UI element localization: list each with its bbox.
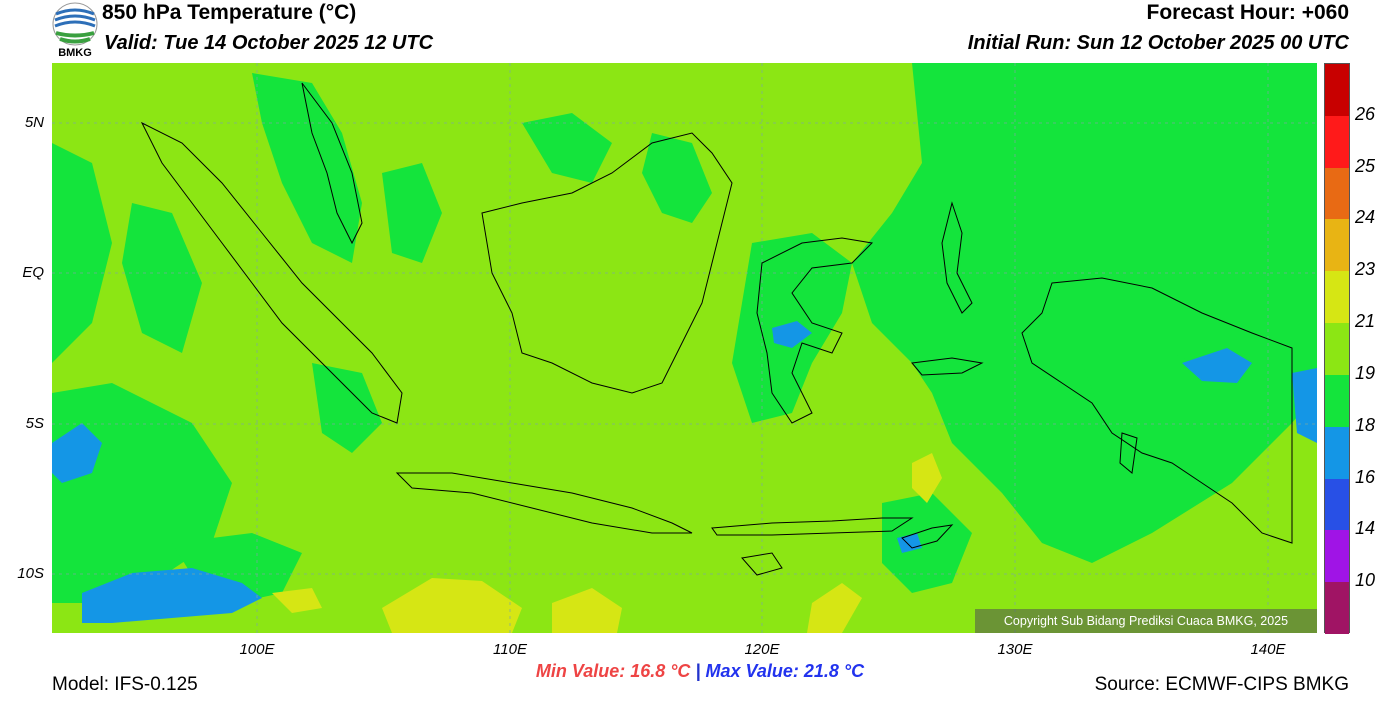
colorbar-label: 18: [1355, 414, 1376, 435]
min-value: Min Value: 16.8 °C: [535, 661, 691, 681]
colorbar-segment: [1325, 323, 1349, 376]
colorbar-label: 16: [1355, 466, 1376, 487]
temp-16-18-areas: [52, 321, 1317, 623]
lat-label-eq: EQ: [22, 264, 44, 281]
coastlines: [140, 82, 1293, 576]
colorbar: [1324, 63, 1350, 635]
max-value: Max Value: 21.8 °C: [705, 661, 865, 681]
colorbar-segment: [1325, 530, 1349, 583]
colorbar-label: 19: [1355, 362, 1376, 383]
temp-21-23-areas: [272, 453, 942, 633]
initial-run: Initial Run: Sun 12 October 2025 00 UTC: [967, 32, 1349, 54]
bmkg-logo: [52, 2, 98, 46]
colorbar-label: 23: [1355, 259, 1376, 280]
colorbar-label: 10: [1355, 570, 1376, 591]
lon-label-140e: 140E: [1250, 641, 1286, 658]
lat-label-5s: 5S: [25, 415, 44, 432]
source-label: Source: ECMWF-CIPS BMKG: [1094, 674, 1349, 695]
colorbar-segment: [1325, 582, 1349, 635]
chart-title: 850 hPa Temperature (°C): [102, 1, 357, 24]
min-max-separator: |: [695, 661, 701, 681]
lon-label-100e: 100E: [239, 641, 275, 658]
colorbar-label: 14: [1355, 518, 1376, 539]
colorbar-segment: [1325, 271, 1349, 324]
lat-label-5n: 5N: [24, 114, 44, 131]
colorbar-segment: [1325, 478, 1349, 531]
lon-label-120e: 120E: [744, 641, 780, 658]
colorbar-segment: [1325, 64, 1349, 117]
colorbar-segment: [1325, 115, 1349, 169]
model-label: Model: IFS-0.125: [52, 674, 198, 695]
graticule: [52, 63, 1317, 633]
logo-text: BMKG: [58, 47, 92, 59]
copyright-note: Copyright Sub Bidang Prediksi Cuaca BMKG…: [975, 609, 1317, 633]
colorbar-segment: [1325, 374, 1349, 428]
temperature-map: [52, 63, 1317, 633]
colorbar-label: 24: [1355, 207, 1376, 228]
lon-label-130e: 130E: [997, 641, 1033, 658]
lat-label-10s: 10S: [17, 565, 44, 582]
colorbar-label: 21: [1355, 311, 1376, 332]
valid-time: Valid: Tue 14 October 2025 12 UTC: [104, 32, 434, 54]
min-max-values: Min Value: 16.8 °C | Max Value: 21.8 °C: [0, 661, 1400, 682]
colorbar-label: 26: [1355, 103, 1376, 124]
colorbar-label: 25: [1355, 155, 1376, 176]
lon-label-110e: 110E: [493, 641, 527, 658]
forecast-hour: Forecast Hour: +060: [1146, 1, 1350, 24]
colorbar-segment: [1325, 426, 1349, 480]
colorbar-segment: [1325, 219, 1349, 272]
colorbar-segment: [1325, 167, 1349, 220]
